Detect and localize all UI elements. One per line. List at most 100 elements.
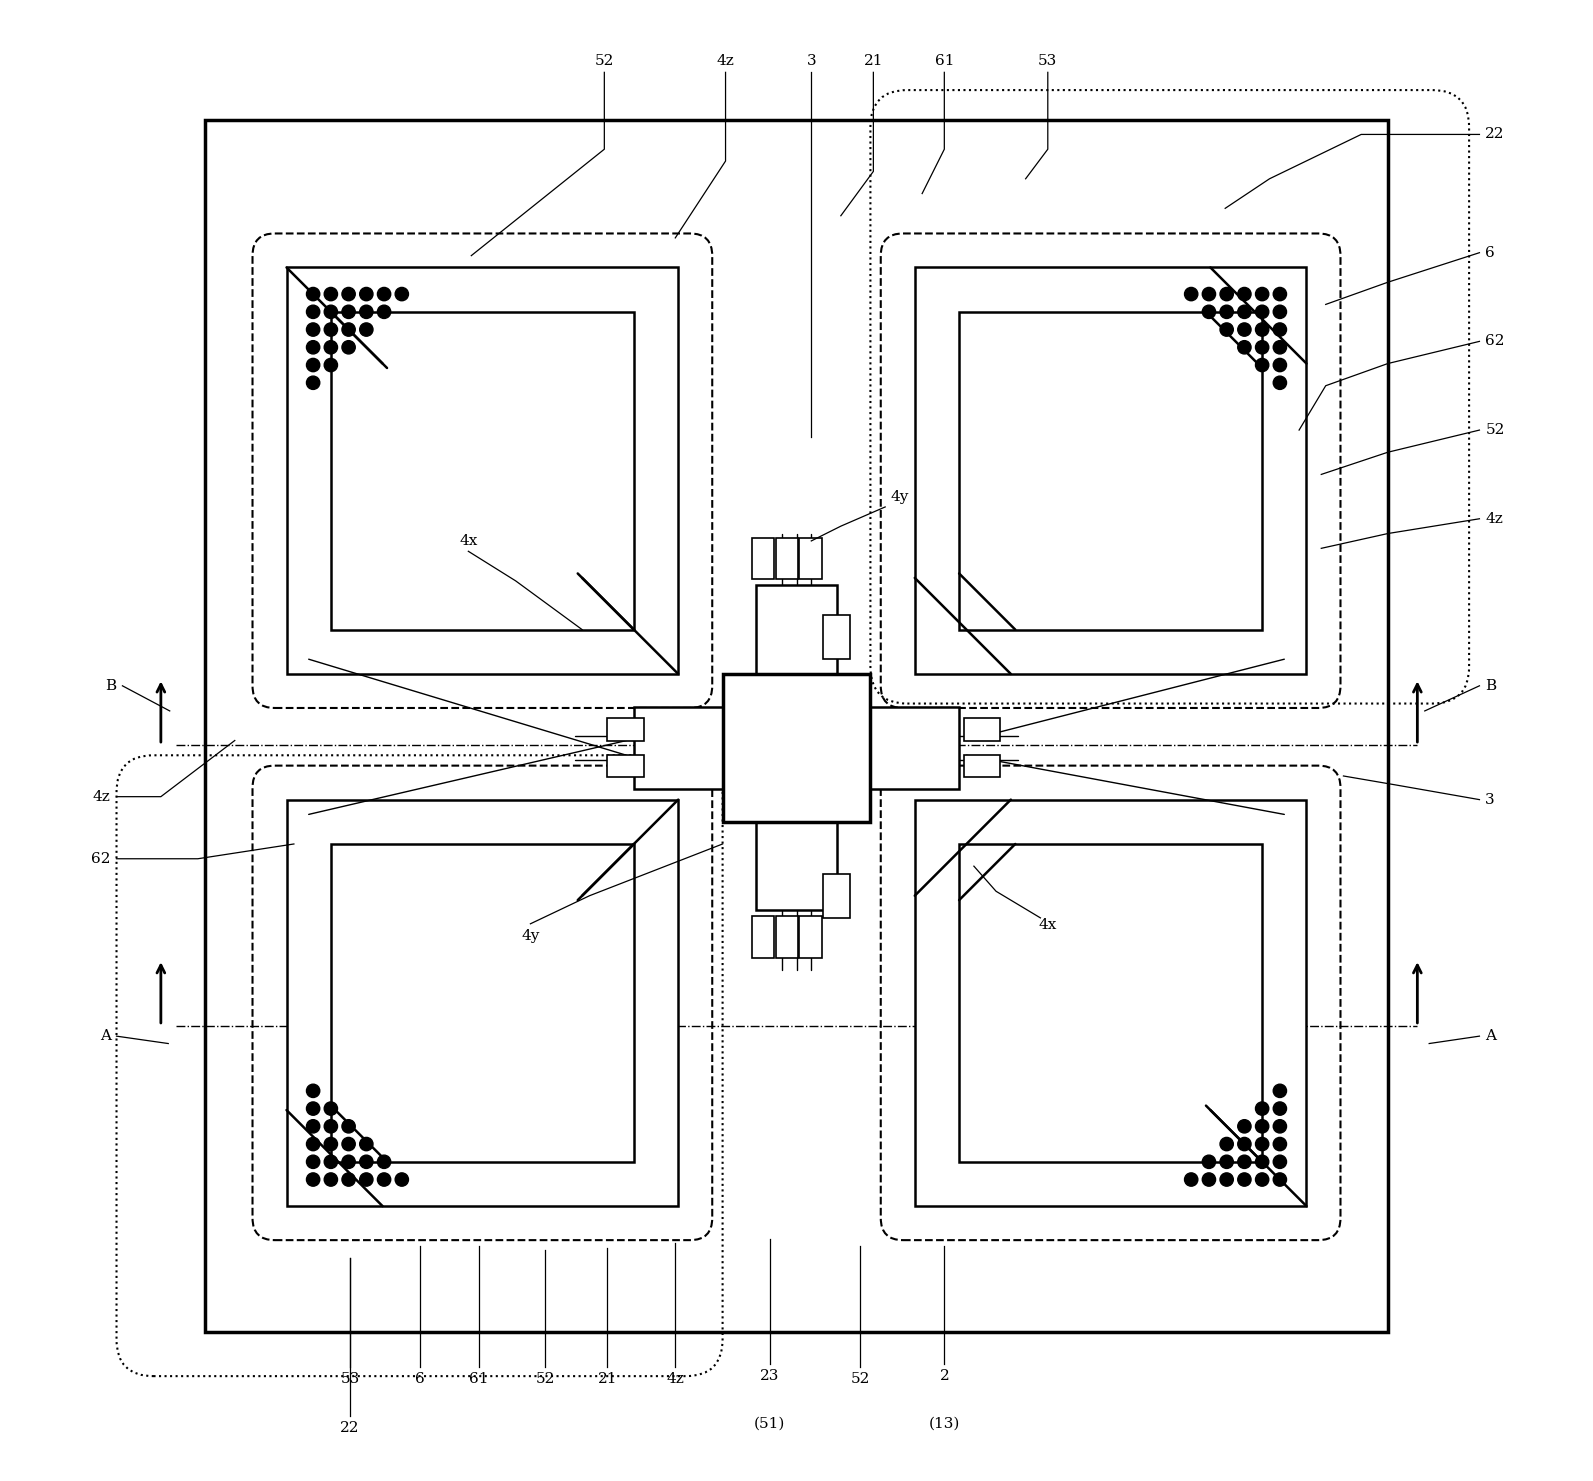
Circle shape — [342, 305, 355, 318]
Text: 2: 2 — [940, 1368, 949, 1383]
Text: 4x: 4x — [459, 535, 478, 548]
Circle shape — [306, 305, 320, 318]
Text: 52: 52 — [1485, 424, 1505, 437]
Circle shape — [342, 323, 355, 336]
Text: B: B — [105, 678, 116, 693]
Bar — [824, 615, 849, 659]
Circle shape — [1238, 341, 1251, 354]
Circle shape — [306, 323, 320, 336]
Circle shape — [306, 358, 320, 372]
Text: 23: 23 — [760, 1368, 779, 1383]
Bar — [964, 718, 1000, 740]
Bar — [205, 120, 1388, 1331]
Circle shape — [342, 1173, 355, 1186]
Bar — [824, 874, 849, 918]
Text: 53: 53 — [341, 1371, 360, 1386]
Text: 21: 21 — [597, 1371, 616, 1386]
Circle shape — [325, 1102, 338, 1115]
Circle shape — [360, 287, 373, 301]
Circle shape — [1273, 1120, 1287, 1133]
Circle shape — [1238, 1120, 1251, 1133]
Circle shape — [1255, 305, 1268, 318]
Circle shape — [1238, 1173, 1251, 1186]
Text: 22: 22 — [1485, 127, 1505, 141]
Text: 21: 21 — [863, 53, 883, 68]
Bar — [959, 844, 1262, 1161]
Circle shape — [1238, 287, 1251, 301]
Circle shape — [1255, 1155, 1268, 1169]
Circle shape — [342, 1155, 355, 1169]
Text: A: A — [100, 1029, 110, 1043]
Circle shape — [306, 287, 320, 301]
Circle shape — [1255, 1102, 1268, 1115]
Text: 52: 52 — [594, 53, 613, 68]
Text: A: A — [1485, 1029, 1496, 1043]
Circle shape — [1273, 376, 1287, 390]
Circle shape — [1273, 358, 1287, 372]
Circle shape — [325, 341, 338, 354]
Text: 4z: 4z — [92, 789, 110, 804]
Circle shape — [1273, 1173, 1287, 1186]
Circle shape — [1238, 1155, 1251, 1169]
Circle shape — [1273, 341, 1287, 354]
Text: 61: 61 — [468, 1371, 489, 1386]
Circle shape — [325, 358, 338, 372]
Text: B: B — [1485, 678, 1496, 693]
Circle shape — [325, 1137, 338, 1151]
Circle shape — [1273, 1155, 1287, 1169]
Bar — [287, 268, 679, 674]
Text: 4x: 4x — [1039, 918, 1058, 932]
Text: 52: 52 — [535, 1371, 554, 1386]
Circle shape — [1220, 287, 1233, 301]
Circle shape — [325, 323, 338, 336]
Circle shape — [1203, 305, 1215, 318]
Circle shape — [378, 287, 390, 301]
Circle shape — [1220, 1155, 1233, 1169]
Text: (13): (13) — [929, 1416, 961, 1431]
Bar — [331, 844, 634, 1161]
Circle shape — [306, 1155, 320, 1169]
Circle shape — [325, 305, 338, 318]
Circle shape — [1220, 1137, 1233, 1151]
Circle shape — [1255, 1173, 1268, 1186]
Bar — [752, 538, 774, 579]
Circle shape — [1238, 305, 1251, 318]
Circle shape — [306, 376, 320, 390]
Bar — [331, 312, 634, 629]
Bar — [964, 755, 1000, 778]
Circle shape — [325, 1155, 338, 1169]
Circle shape — [306, 1120, 320, 1133]
Text: 62: 62 — [91, 852, 110, 866]
Text: 4z: 4z — [1485, 512, 1504, 526]
Circle shape — [1238, 1137, 1251, 1151]
Circle shape — [325, 1173, 338, 1186]
Circle shape — [342, 1120, 355, 1133]
Text: 4z: 4z — [666, 1371, 683, 1386]
Bar — [800, 917, 822, 958]
Circle shape — [360, 305, 373, 318]
Circle shape — [306, 1102, 320, 1115]
Circle shape — [1203, 1173, 1215, 1186]
Circle shape — [1255, 341, 1268, 354]
Circle shape — [360, 1155, 373, 1169]
Circle shape — [342, 287, 355, 301]
Circle shape — [306, 1084, 320, 1097]
Bar — [287, 800, 679, 1206]
Text: 3: 3 — [806, 53, 816, 68]
Circle shape — [1273, 323, 1287, 336]
Bar — [755, 585, 838, 674]
Circle shape — [342, 341, 355, 354]
Text: 6: 6 — [1485, 246, 1496, 259]
Bar — [800, 538, 822, 579]
Circle shape — [1203, 1155, 1215, 1169]
Text: 4y: 4y — [521, 929, 540, 942]
Bar — [607, 755, 644, 778]
Bar — [776, 538, 798, 579]
Text: 3: 3 — [1485, 792, 1494, 807]
Circle shape — [1220, 323, 1233, 336]
Circle shape — [1255, 358, 1268, 372]
Text: 22: 22 — [341, 1420, 360, 1435]
Text: 53: 53 — [1039, 53, 1058, 68]
Circle shape — [1255, 1120, 1268, 1133]
Circle shape — [1185, 1173, 1198, 1186]
